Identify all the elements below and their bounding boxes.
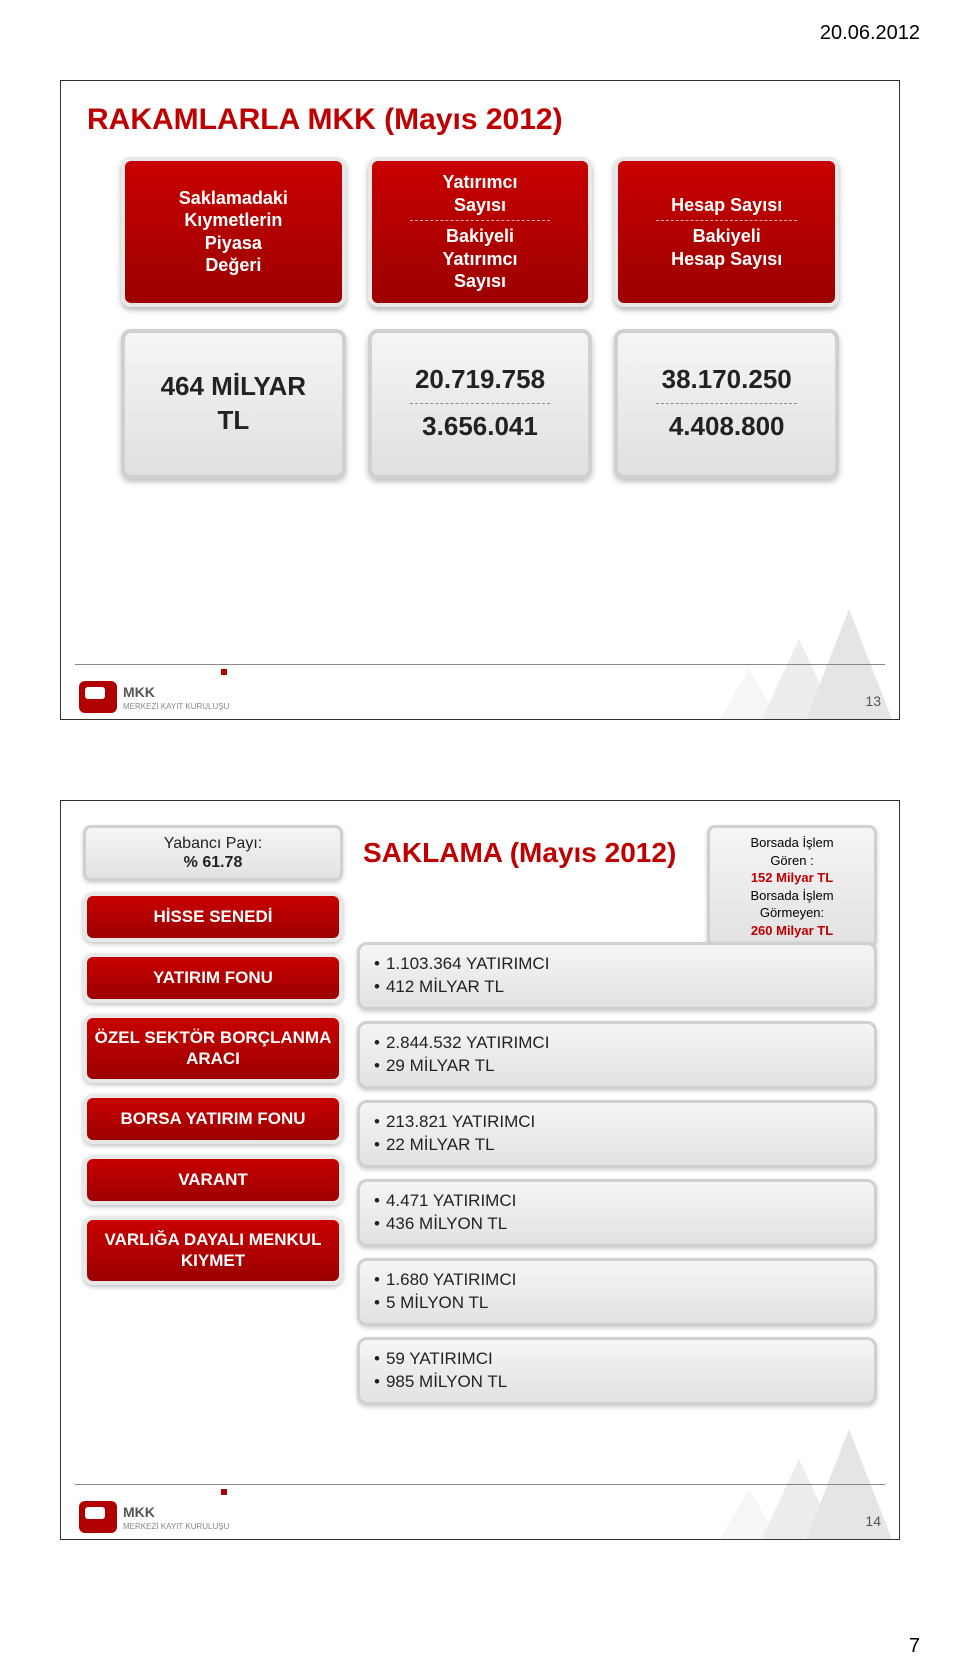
category-pill: VARANT <box>83 1155 343 1205</box>
slide-footer: MKK MERKEZİ KAYIT KURULUŞU 14 <box>61 1449 899 1539</box>
text-line: Bakiyeli <box>626 225 827 248</box>
row-value: 2.844.532 YATIRIMCI <box>386 1033 549 1052</box>
card-account-count: Hesap Sayısı Bakiyeli Hesap Sayısı <box>614 157 839 307</box>
divider <box>656 220 796 221</box>
text-line: Sayısı <box>380 270 581 293</box>
row-value: 4.471 YATIRIMCI <box>386 1191 516 1210</box>
logo-dot <box>221 669 227 675</box>
row-value: 436 MİLYON TL <box>386 1214 507 1233</box>
callout-box: Borsada İşlem Gören : 152 Milyar TL Bors… <box>707 825 877 948</box>
slide-1: RAKAMLARLA MKK (Mayıs 2012) Saklamadaki … <box>60 80 900 720</box>
pill-label: HİSSE SENEDİ <box>153 907 272 927</box>
text-line: 38.170.250 <box>626 363 827 397</box>
slide-2-body: Yabancı Payı: % 61.78 HİSSE SENEDİ YATIR… <box>61 801 899 1416</box>
divider <box>410 220 550 221</box>
text-line: Görmeyen: <box>716 904 868 922</box>
data-row: •213.821 YATIRIMCI •22 MİLYAR TL <box>357 1100 877 1168</box>
page-number: 14 <box>865 1513 881 1529</box>
value-card-2: 20.719.758 3.656.041 <box>368 329 593 479</box>
document-date: 20.06.2012 <box>820 22 920 45</box>
foreign-share-badge: Yabancı Payı: % 61.78 <box>83 825 343 881</box>
text-line: Hesap Sayısı <box>626 194 827 217</box>
row-value: 5 MİLYON TL <box>386 1293 488 1312</box>
text-line: Hesap Sayısı <box>626 248 827 271</box>
logo-text: MKK <box>123 684 155 700</box>
footer-line <box>75 664 885 665</box>
category-pill: ÖZEL SEKTÖR BORÇLANMA ARACI <box>83 1014 343 1083</box>
text-line: Bakiyeli <box>380 225 581 248</box>
text-line: % 61.78 <box>94 853 332 872</box>
pill-label: VARANT <box>178 1170 248 1190</box>
text-line: Saklamadaki <box>133 187 334 210</box>
data-row: •2.844.532 YATIRIMCI •29 MİLYAR TL <box>357 1021 877 1089</box>
divider <box>410 403 550 404</box>
text-line: Kıymetlerin <box>133 209 334 232</box>
text-line: TL <box>133 404 334 438</box>
logo-icon <box>79 1501 117 1533</box>
data-row: •1.103.364 YATIRIMCI •412 MİLYAR TL <box>357 942 877 1010</box>
data-row: •1.680 YATIRIMCI •5 MİLYON TL <box>357 1258 877 1326</box>
highlight-value: 260 Milyar TL <box>716 922 868 940</box>
card-market-value: Saklamadaki Kıymetlerin Piyasa Değeri <box>121 157 346 307</box>
text-line: Yabancı Payı: <box>94 834 332 853</box>
slide-1-title: RAKAMLARLA MKK (Mayıs 2012) <box>61 81 899 151</box>
category-pill: BORSA YATIRIM FONU <box>83 1094 343 1144</box>
logo: MKK MERKEZİ KAYIT KURULUŞU <box>79 681 229 713</box>
page-number: 13 <box>865 693 881 709</box>
row-value: 1.680 YATIRIMCI <box>386 1270 516 1289</box>
highlight-value: 152 Milyar TL <box>716 869 868 887</box>
top-cards-row: Saklamadaki Kıymetlerin Piyasa Değeri Ya… <box>61 151 899 307</box>
data-row: •59 YATIRIMCI •985 MİLYON TL <box>357 1337 877 1405</box>
left-column: Yabancı Payı: % 61.78 HİSSE SENEDİ YATIR… <box>83 825 343 1416</box>
text-line: Yatırımcı <box>380 248 581 271</box>
pill-label: ÖZEL SEKTÖR BORÇLANMA ARACI <box>93 1028 333 1069</box>
slide-footer: MKK MERKEZİ KAYIT KURULUŞU 13 <box>61 629 899 719</box>
slide-2: Yabancı Payı: % 61.78 HİSSE SENEDİ YATIR… <box>60 800 900 1540</box>
logo-dot <box>221 1489 227 1495</box>
text-line: Sayısı <box>380 194 581 217</box>
row-value: 213.821 YATIRIMCI <box>386 1112 535 1131</box>
category-pill: HİSSE SENEDİ <box>83 892 343 942</box>
logo-icon <box>79 681 117 713</box>
right-column: SAKLAMA (Mayıs 2012) Borsada İşlem Gören… <box>357 825 877 1416</box>
logo-subtext: MERKEZİ KAYIT KURULUŞU <box>123 1522 229 1531</box>
row-value: 985 MİLYON TL <box>386 1372 507 1391</box>
row-value: 22 MİLYAR TL <box>386 1135 495 1154</box>
text-line: Değeri <box>133 254 334 277</box>
text-line: Piyasa <box>133 232 334 255</box>
value-card-1: 464 MİLYAR TL <box>121 329 346 479</box>
row-value: 29 MİLYAR TL <box>386 1056 495 1075</box>
text-line: 20.719.758 <box>380 363 581 397</box>
text-line: 464 MİLYAR <box>133 370 334 404</box>
bottom-cards-row: 464 MİLYAR TL 20.719.758 3.656.041 38.17… <box>61 307 899 479</box>
text-line: Borsada İşlem <box>716 887 868 905</box>
pill-label: BORSA YATIRIM FONU <box>120 1109 305 1129</box>
pill-label: YATIRIM FONU <box>153 968 273 988</box>
row-value: 59 YATIRIMCI <box>386 1349 493 1368</box>
pill-label: VARLIĞA DAYALI MENKUL KIYMET <box>93 1230 333 1271</box>
text-line: Borsada İşlem <box>716 834 868 852</box>
slide-2-title: SAKLAMA (Mayıs 2012) <box>357 825 695 883</box>
category-pill: YATIRIM FONU <box>83 953 343 1003</box>
right-top-row: SAKLAMA (Mayıs 2012) Borsada İşlem Gören… <box>357 825 877 948</box>
text-line: Gören : <box>716 852 868 870</box>
category-pill: VARLIĞA DAYALI MENKUL KIYMET <box>83 1216 343 1285</box>
text-line: Yatırımcı <box>380 171 581 194</box>
row-value: 1.103.364 YATIRIMCI <box>386 954 549 973</box>
logo: MKK MERKEZİ KAYIT KURULUŞU <box>79 1501 229 1533</box>
row-value: 412 MİLYAR TL <box>386 977 504 996</box>
card-investor-count: Yatırımcı Sayısı Bakiyeli Yatırımcı Sayı… <box>368 157 593 307</box>
text-line: 4.408.800 <box>626 410 827 444</box>
footer-line <box>75 1484 885 1485</box>
text-line: 3.656.041 <box>380 410 581 444</box>
logo-subtext: MERKEZİ KAYIT KURULUŞU <box>123 702 229 711</box>
document-page-number: 7 <box>909 1635 920 1658</box>
logo-text: MKK <box>123 1504 155 1520</box>
data-row: •4.471 YATIRIMCI •436 MİLYON TL <box>357 1179 877 1247</box>
divider <box>656 403 796 404</box>
value-card-3: 38.170.250 4.408.800 <box>614 329 839 479</box>
